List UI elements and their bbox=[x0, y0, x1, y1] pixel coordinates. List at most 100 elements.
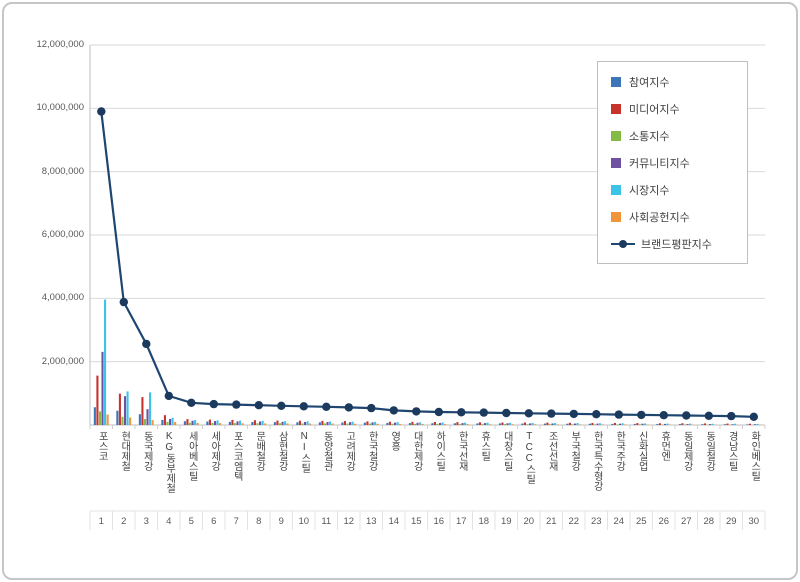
bar-사회공헌지수 bbox=[489, 424, 492, 425]
bar-시장지수 bbox=[306, 421, 309, 425]
category-label: 삼현철강 bbox=[276, 431, 288, 471]
bar-커뮤니티지수 bbox=[528, 423, 532, 425]
bar-참여지수 bbox=[161, 419, 164, 425]
bar-커뮤니티지수 bbox=[416, 422, 419, 425]
legend-label: 사회공헌지수 bbox=[629, 211, 690, 224]
line-marker bbox=[637, 410, 646, 420]
legend: 참여지수 미디어지수 소통지수 커뮤니티지수 시장지수 사회공헌지수 브랜드평판지수 bbox=[597, 61, 748, 264]
bar-미디어지수 bbox=[276, 420, 279, 425]
bar-참여지수 bbox=[341, 422, 344, 425]
bar-소통지수 bbox=[233, 423, 237, 425]
rank-label: 19 bbox=[500, 516, 512, 527]
rank-label: 4 bbox=[166, 516, 172, 527]
category-label: NI스틸 bbox=[298, 431, 310, 473]
legend-label: 시장지수 bbox=[629, 184, 670, 197]
bar-참여지수 bbox=[521, 423, 524, 425]
bar-미디어지수 bbox=[388, 421, 391, 425]
bar-커뮤니티지수 bbox=[731, 424, 734, 425]
legend-line-swatch bbox=[611, 239, 635, 248]
category-label: 한국특수형강 bbox=[591, 431, 603, 491]
bar-시장지수 bbox=[666, 423, 669, 425]
bar-미디어지수 bbox=[118, 393, 121, 425]
bar-소통지수 bbox=[481, 424, 484, 425]
bar-참여지수 bbox=[93, 407, 96, 425]
bar-커뮤니티지수 bbox=[641, 423, 644, 425]
bar-참여지수 bbox=[138, 414, 141, 425]
bar-커뮤니티지수 bbox=[551, 423, 554, 425]
rank-label: 1 bbox=[98, 516, 104, 527]
bar-커뮤니티지수 bbox=[708, 424, 712, 425]
bar-미디어지수 bbox=[501, 422, 504, 425]
line-marker bbox=[119, 297, 128, 307]
bar-커뮤니티지수 bbox=[438, 422, 442, 425]
bar-미디어지수 bbox=[253, 420, 256, 425]
bar-소통지수 bbox=[391, 423, 394, 425]
bar-소통지수 bbox=[526, 424, 529, 425]
line-marker bbox=[389, 406, 398, 415]
bar-소통지수 bbox=[278, 423, 282, 425]
rank-label: 10 bbox=[298, 516, 310, 527]
bar-시장지수 bbox=[734, 423, 737, 425]
y-tick-label: 10,000,000 bbox=[36, 102, 84, 114]
rank-label: 12 bbox=[343, 516, 355, 527]
line-marker bbox=[322, 402, 331, 411]
bar-미디어지수 bbox=[703, 423, 706, 425]
rank-label: 20 bbox=[523, 516, 535, 527]
bar-미디어지수 bbox=[433, 421, 436, 425]
y-tick-label: 8,000,000 bbox=[41, 165, 84, 177]
bar-사회공헌지수 bbox=[309, 423, 312, 425]
bar-참여지수 bbox=[228, 421, 231, 425]
rank-label: 18 bbox=[478, 516, 490, 527]
bar-참여지수 bbox=[273, 422, 276, 425]
bar-사회공헌지수 bbox=[399, 423, 402, 425]
bar-커뮤니티지수 bbox=[168, 418, 172, 425]
legend-swatch bbox=[611, 130, 621, 141]
bar-참여지수 bbox=[588, 423, 591, 425]
bar-소통지수 bbox=[638, 424, 642, 425]
bar-커뮤니티지수 bbox=[303, 421, 307, 425]
bar-커뮤니티지수 bbox=[618, 423, 622, 425]
bar-시장지수 bbox=[194, 420, 197, 425]
bar-사회공헌지수 bbox=[174, 421, 177, 425]
bar-커뮤니티지수 bbox=[101, 351, 104, 425]
category-label: 포스코 bbox=[96, 431, 108, 461]
bar-참여지수 bbox=[318, 422, 321, 425]
bar-미디어지수 bbox=[478, 422, 481, 425]
legend-swatch bbox=[611, 103, 621, 114]
bar-시장지수 bbox=[441, 422, 444, 425]
line-marker bbox=[142, 339, 151, 349]
bar-소통지수 bbox=[211, 422, 214, 425]
bar-소통지수 bbox=[121, 416, 124, 425]
category-label: 경남스틸 bbox=[726, 431, 738, 471]
legend-label: 브랜드평판지수 bbox=[641, 238, 712, 251]
bar-시장지수 bbox=[126, 391, 129, 425]
bar-커뮤니티지수 bbox=[483, 423, 487, 425]
rank-label: 23 bbox=[590, 516, 602, 527]
bar-커뮤니티지수 bbox=[573, 423, 577, 425]
rank-label: 15 bbox=[410, 516, 422, 527]
legend-label: 참여지수 bbox=[629, 76, 670, 89]
bar-소통지수 bbox=[188, 422, 192, 425]
bar-소통지수 bbox=[436, 423, 439, 425]
legend-item: 커뮤니티지수 bbox=[598, 149, 747, 176]
line-marker bbox=[232, 400, 241, 409]
category-label: 포스코엠텍 bbox=[231, 431, 243, 481]
bar-커뮤니티지수 bbox=[213, 421, 217, 425]
bar-시장지수 bbox=[171, 417, 174, 425]
bar-소통지수 bbox=[323, 423, 327, 425]
line-marker bbox=[682, 411, 691, 420]
legend-item: 미디어지수 bbox=[598, 95, 747, 122]
bar-참여지수 bbox=[408, 423, 411, 425]
legend-swatch bbox=[611, 184, 621, 195]
bar-참여지수 bbox=[633, 423, 636, 425]
rank-label: 29 bbox=[725, 516, 737, 527]
category-label: 대한제강 bbox=[411, 431, 423, 471]
bar-미디어지수 bbox=[658, 423, 661, 425]
rank-label: 7 bbox=[233, 516, 239, 527]
bar-시장지수 bbox=[644, 423, 647, 425]
bar-시장지수 bbox=[374, 421, 377, 425]
bar-참여지수 bbox=[183, 421, 186, 425]
category-label: 대창스틸 bbox=[501, 431, 513, 471]
bar-사회공헌지수 bbox=[331, 423, 334, 425]
